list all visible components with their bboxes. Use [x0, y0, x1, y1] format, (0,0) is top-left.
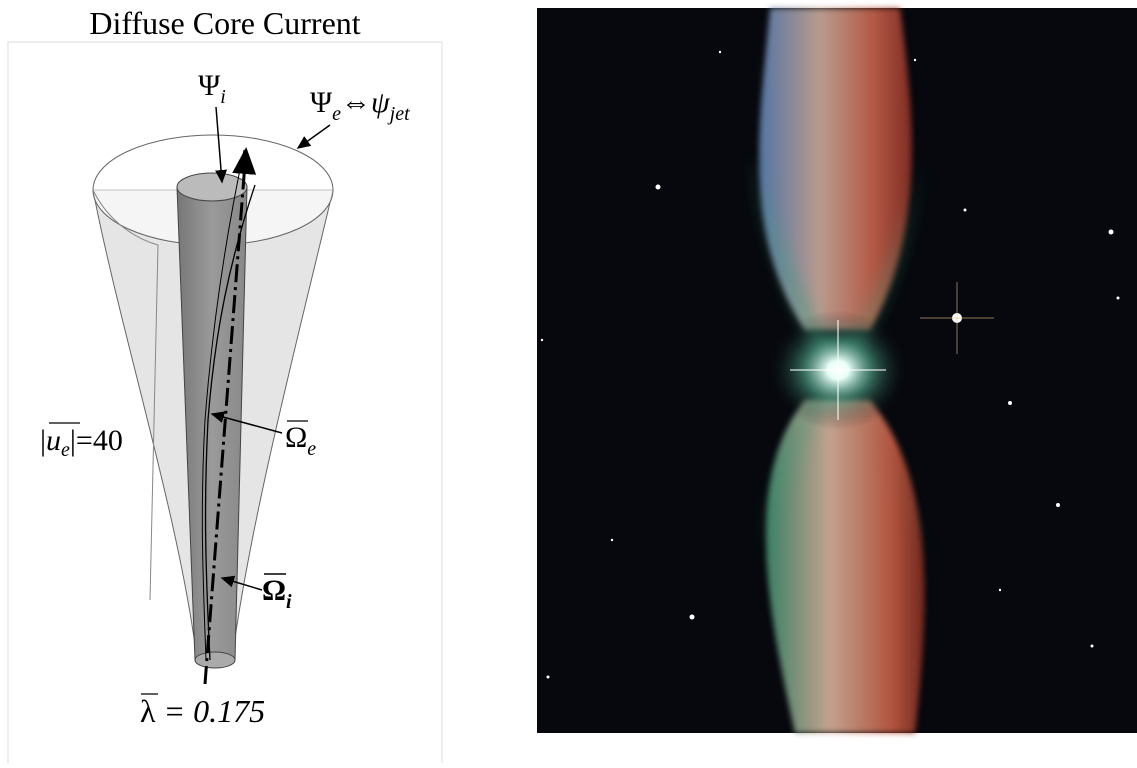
figure: Diffuse Core Current Ψi Ψe⇔ψjet |ue|=40 …: [0, 0, 1137, 763]
omega-e-label: Ωe: [285, 421, 316, 460]
u-e-label: |ue|=40: [40, 424, 123, 461]
lambda-label: λ= 0.175: [140, 693, 265, 729]
nebula-photo: [537, 8, 1137, 733]
arrow: [298, 125, 330, 148]
omega-i-label: Ωi: [262, 574, 292, 613]
page: Diffuse Core Current Ψi Ψe⇔ψjet |ue|=40 …: [0, 0, 1137, 763]
title: Diffuse Core Current: [89, 5, 360, 41]
psi-e-label: Ψe⇔ψjet: [310, 86, 410, 125]
psi-i-label: Ψi: [198, 69, 226, 108]
